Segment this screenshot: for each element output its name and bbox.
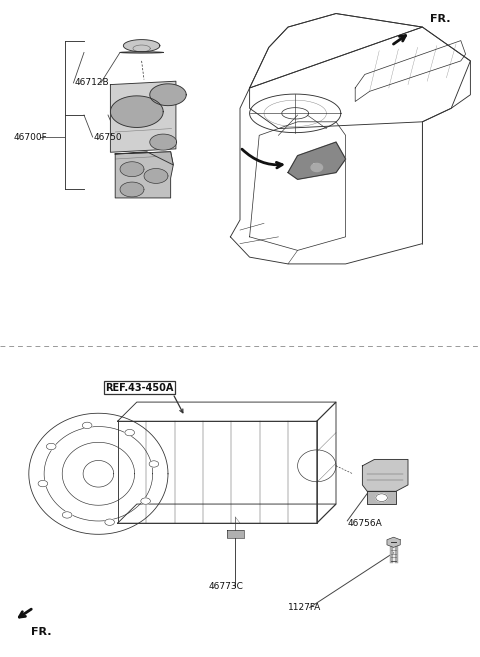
- Circle shape: [311, 164, 323, 171]
- Polygon shape: [387, 537, 400, 547]
- Text: 46750: 46750: [94, 133, 122, 141]
- Circle shape: [105, 519, 114, 526]
- Circle shape: [149, 461, 159, 467]
- Text: 46756A: 46756A: [348, 518, 383, 528]
- Polygon shape: [120, 182, 144, 197]
- Text: FR.: FR.: [430, 14, 450, 24]
- Polygon shape: [150, 84, 186, 106]
- Polygon shape: [123, 39, 160, 52]
- Polygon shape: [362, 459, 408, 491]
- Polygon shape: [120, 162, 144, 177]
- Text: 46700F: 46700F: [13, 133, 47, 141]
- Text: 46773C: 46773C: [209, 582, 244, 591]
- Polygon shape: [115, 152, 173, 198]
- Text: FR.: FR.: [31, 627, 52, 637]
- Polygon shape: [115, 152, 173, 165]
- Text: II: II: [312, 164, 316, 168]
- Text: 46712B: 46712B: [74, 78, 109, 87]
- Polygon shape: [288, 142, 346, 179]
- Text: REF.43-450A: REF.43-450A: [106, 383, 174, 393]
- Text: 1127FA: 1127FA: [288, 603, 321, 612]
- Circle shape: [47, 443, 56, 449]
- Polygon shape: [110, 96, 163, 127]
- Polygon shape: [150, 134, 177, 150]
- Polygon shape: [367, 491, 396, 504]
- Circle shape: [38, 480, 48, 487]
- Circle shape: [125, 430, 134, 436]
- Polygon shape: [120, 52, 163, 53]
- Circle shape: [376, 494, 387, 501]
- Circle shape: [141, 498, 150, 505]
- Circle shape: [83, 422, 92, 428]
- Polygon shape: [110, 81, 176, 152]
- Polygon shape: [144, 168, 168, 183]
- Polygon shape: [227, 530, 244, 537]
- Circle shape: [62, 512, 72, 518]
